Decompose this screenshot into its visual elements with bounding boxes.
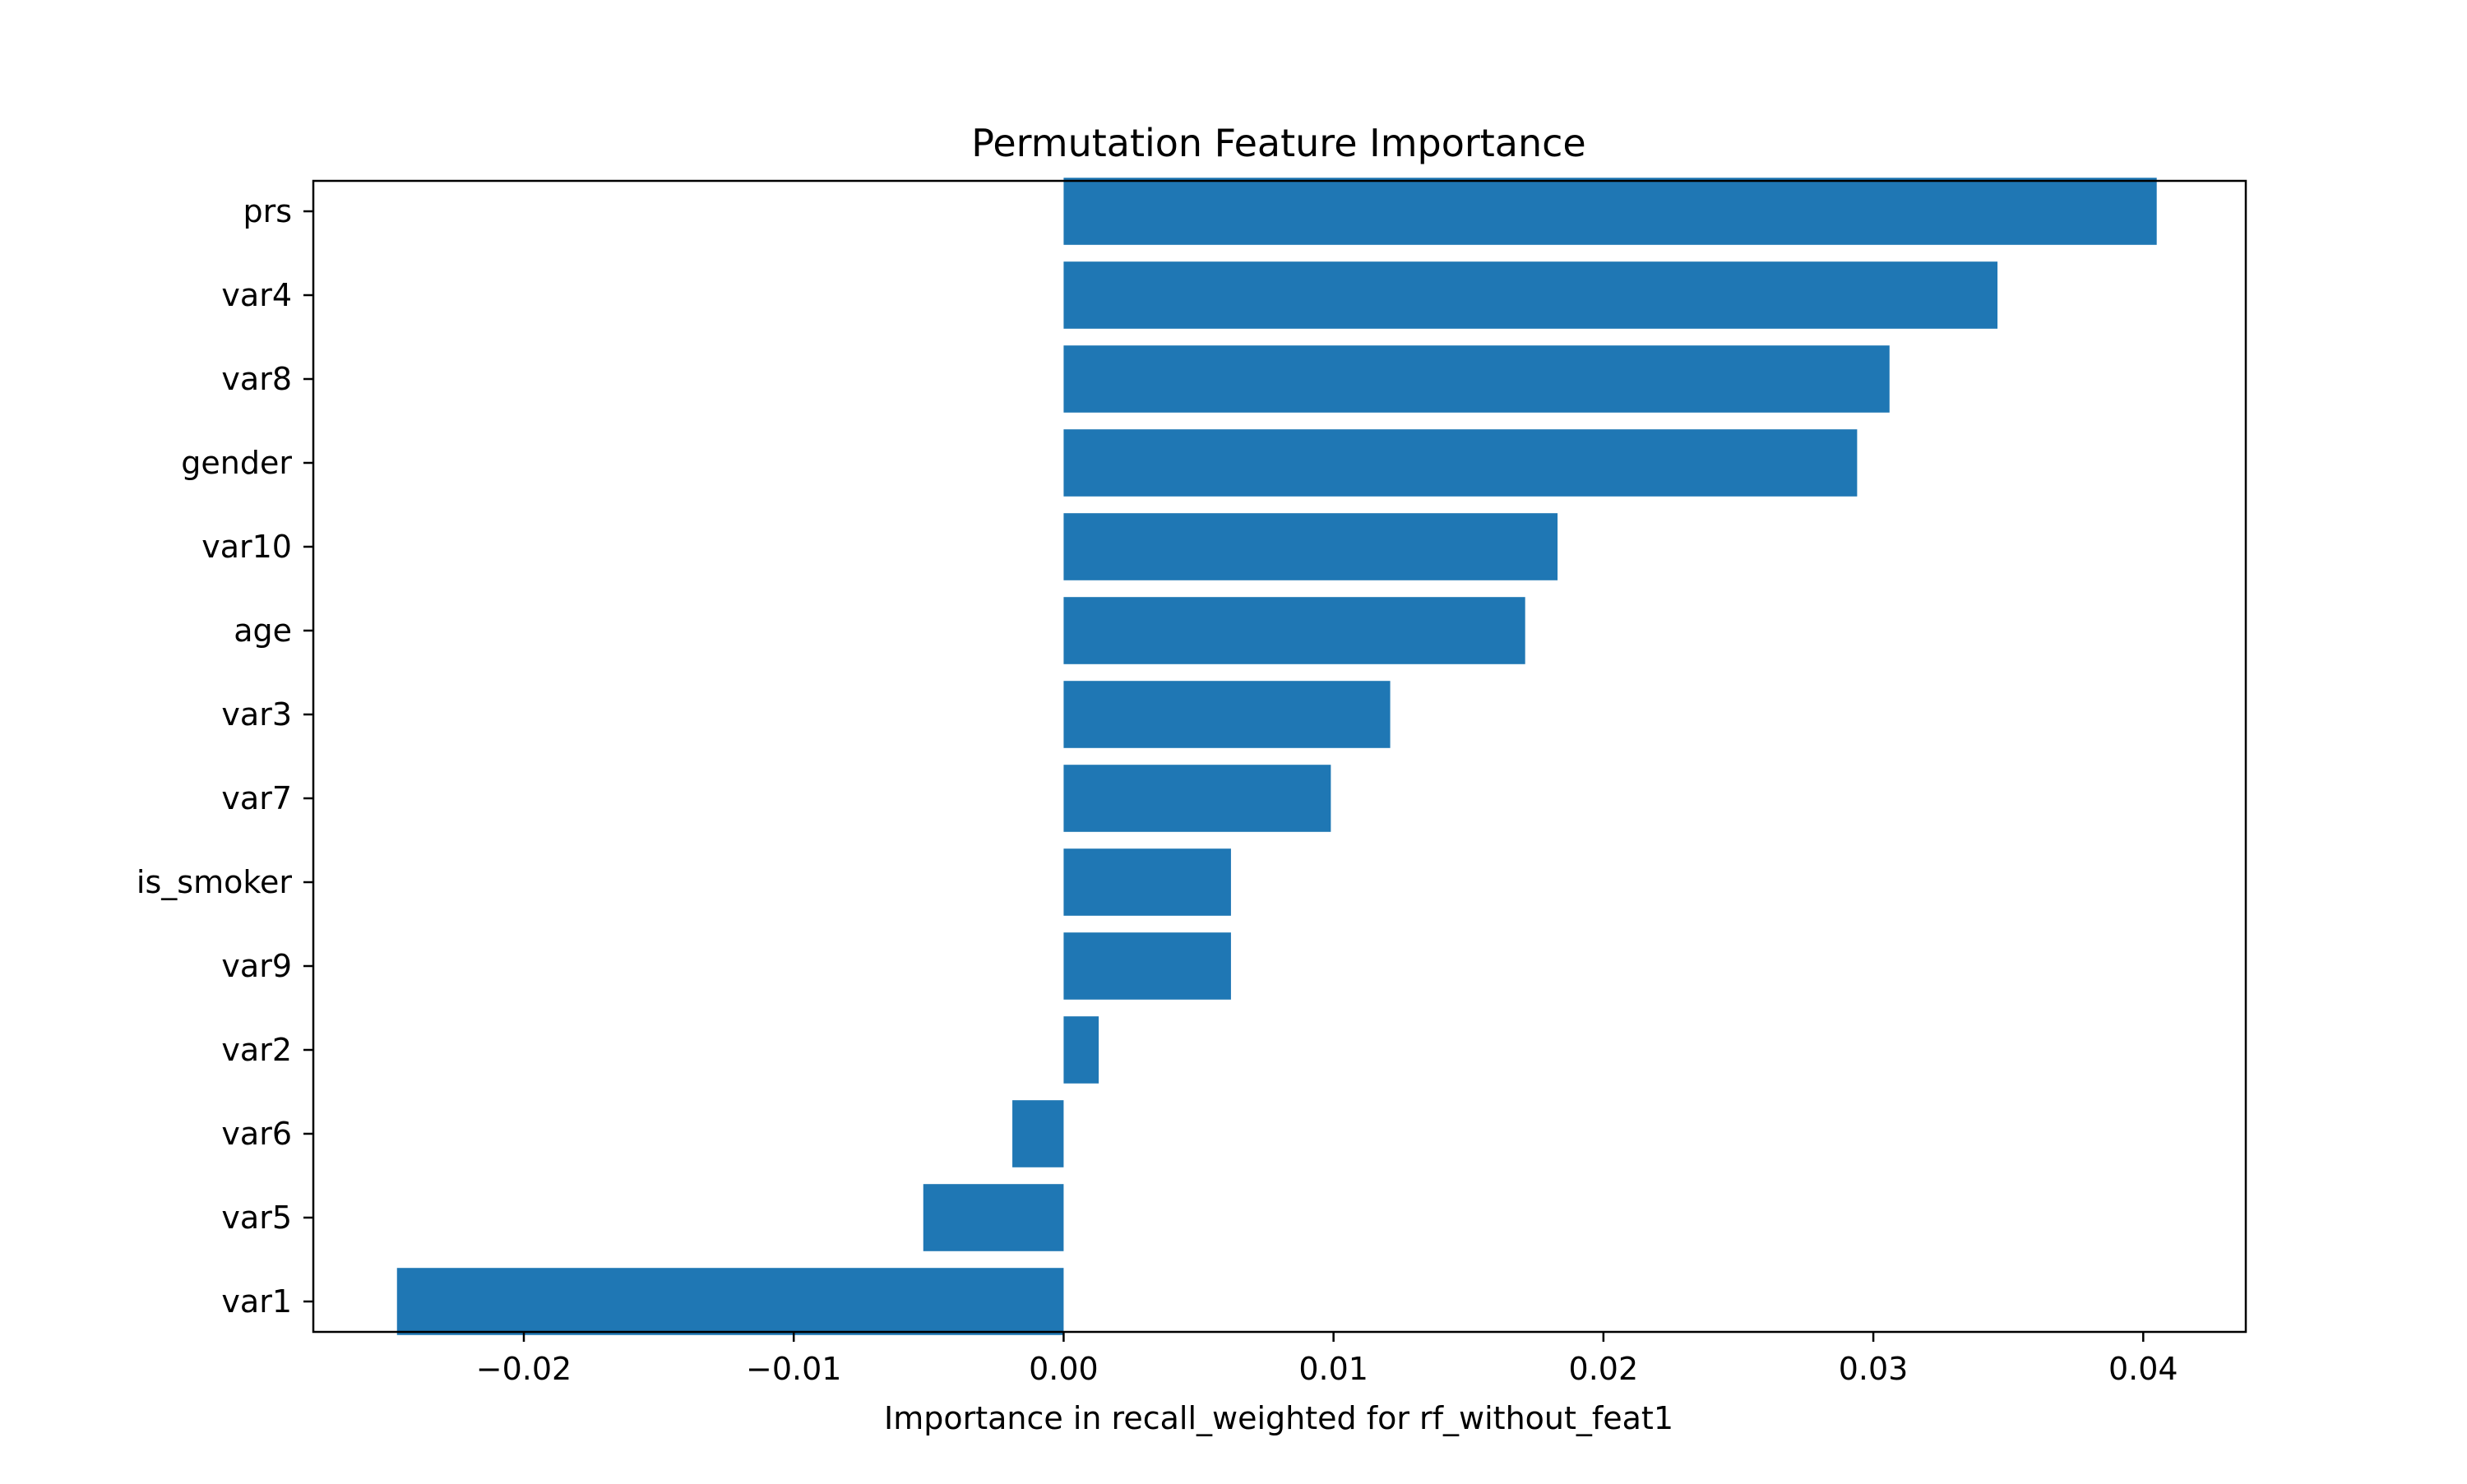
bar-var1 (396, 1268, 1064, 1335)
bar-is_smoker (1063, 848, 1231, 916)
chart-title: Permutation Feature Importance (971, 121, 1585, 165)
y-tick-label: prs (243, 193, 292, 229)
plot-area-frame (312, 179, 2247, 1334)
y-tick-label: var6 (221, 1116, 292, 1152)
y-tick-label: gender (181, 445, 292, 481)
y-tick-label: var5 (221, 1200, 292, 1236)
bar-var3 (1063, 681, 1391, 748)
bar-gender (1063, 429, 1858, 497)
y-tick-label: var4 (221, 277, 292, 313)
y-tick-label: var7 (221, 780, 292, 816)
x-tick-label: 0.03 (1839, 1351, 1909, 1387)
x-tick-label: 0.00 (1029, 1351, 1099, 1387)
y-tick-label: var10 (201, 529, 292, 565)
x-tick-label: −0.02 (476, 1351, 572, 1387)
x-axis-ticks: −0.02 −0.01 0.00 0.01 0.02 0.03 0.04 (476, 1332, 2178, 1387)
x-tick-label: −0.01 (746, 1351, 841, 1387)
x-tick-label: 0.02 (1569, 1351, 1639, 1387)
y-tick-label: var1 (221, 1283, 292, 1320)
y-tick-label: is_smoker (137, 864, 292, 900)
bar-var4 (1063, 261, 1998, 329)
bar-var10 (1063, 513, 1558, 580)
bar-prs (1063, 178, 2157, 245)
x-tick-label: 0.01 (1298, 1351, 1368, 1387)
bar-var5 (923, 1184, 1064, 1251)
y-axis-ticks: prs var4 var8 gender var10 age var3 var7 is_smok… (137, 193, 313, 1320)
bar-var8 (1063, 345, 1890, 413)
y-tick-label: var2 (221, 1032, 292, 1068)
y-tick-label: var8 (221, 361, 292, 397)
bar-var6 (1012, 1100, 1064, 1167)
y-tick-label: var9 (221, 948, 292, 984)
bar-var9 (1063, 932, 1231, 1000)
bar-var7 (1063, 765, 1331, 832)
y-tick-label: var3 (221, 696, 292, 733)
bar-age (1063, 597, 1525, 664)
x-tick-label: 0.04 (2108, 1351, 2178, 1387)
x-axis-title: Importance in recall_weighted for rf_wit… (884, 1400, 1673, 1436)
bars-layer (396, 178, 2157, 1335)
bar-var2 (1063, 1016, 1099, 1084)
y-tick-label: age (234, 613, 292, 649)
